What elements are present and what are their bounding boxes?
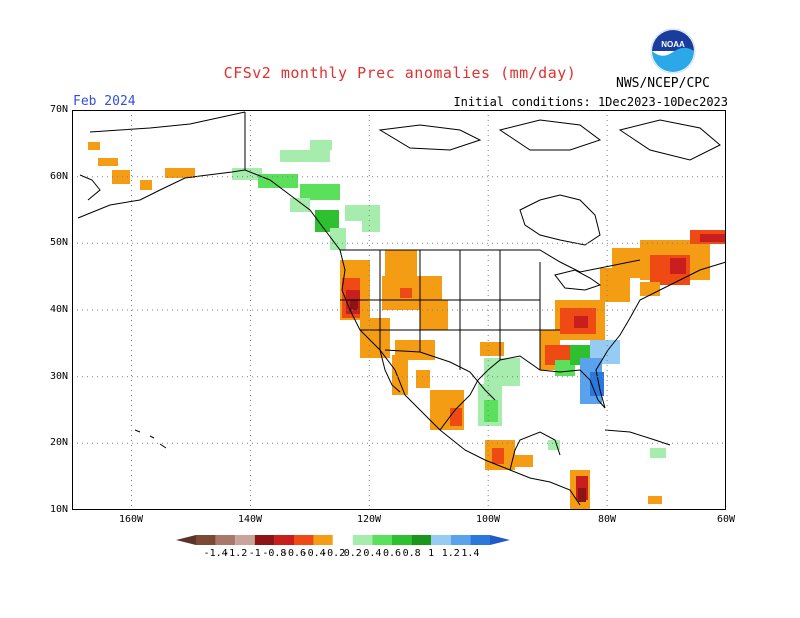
colorbar-tick-label: 0.2: [343, 548, 362, 559]
noaa-logo: NOAA: [650, 28, 696, 74]
colorbar-tick-label: 0.8: [402, 548, 421, 559]
colorbar-swatch: [431, 535, 451, 545]
lon-label-160w: 160W: [118, 514, 144, 525]
colorbar-swatch: [372, 535, 392, 545]
colorbar-swatch: [274, 535, 294, 545]
lat-label-50n: 50N: [49, 237, 68, 248]
colorbar-swatch: [215, 535, 236, 545]
colorbar-tick-label: 1: [428, 548, 435, 559]
agency-label: NWS/NCEP/CPC: [616, 76, 710, 91]
colorbar-tick-label: 1.2: [441, 548, 460, 559]
svg-text:NOAA: NOAA: [661, 40, 685, 49]
graticule: [72, 110, 726, 510]
colorbar-tick-label: -1.4: [203, 548, 228, 559]
lat-label-40n: 40N: [49, 304, 68, 315]
colorbar-tick-label: 0.4: [363, 548, 382, 559]
colorbar: [176, 534, 510, 546]
lon-label-100w: 100W: [475, 514, 501, 525]
initial-conditions: Initial conditions: 1Dec2023-10Dec2023: [453, 95, 728, 109]
colorbar-tick-label: -0.2: [321, 548, 346, 559]
colorbar-tick-label: -0.6: [281, 548, 307, 559]
colorbar-swatch: [411, 535, 432, 545]
colorbar-swatch: [332, 534, 354, 546]
colorbar-tick-label: 0.6: [382, 548, 402, 559]
lat-label-20n: 20N: [49, 437, 68, 448]
anomaly-fields: [88, 140, 726, 510]
map-frame: [72, 110, 726, 510]
lon-label-120w: 120W: [356, 514, 382, 525]
colorbar-swatch: [313, 535, 334, 545]
colorbar-tick-label: -0.4: [301, 548, 326, 559]
lat-label-10n: 10N: [49, 504, 68, 515]
colorbar-left-arrow: [176, 535, 196, 545]
colorbar-swatch: [470, 535, 490, 545]
colorbar-swatch: [392, 535, 412, 545]
lat-label-60n: 60N: [49, 171, 68, 182]
coastlines: [77, 111, 727, 506]
lat-label-70n: 70N: [49, 104, 68, 115]
colorbar-swatch: [235, 535, 255, 545]
colorbar-swatch: [450, 535, 471, 545]
colorbar-swatch: [294, 535, 314, 545]
map-title: CFSv2 monthly Prec anomalies (mm/day): [223, 64, 577, 82]
colorbar-swatch: [254, 535, 275, 545]
colorbar-tick-label: -1: [248, 548, 261, 559]
lon-label-140w: 140W: [237, 514, 263, 525]
forecast-month: Feb 2024: [73, 94, 136, 109]
colorbar-tick-label: -0.8: [262, 548, 287, 559]
colorbar-swatch: [352, 535, 373, 545]
lat-label-30n: 30N: [49, 371, 68, 382]
colorbar-right-arrow: [490, 535, 510, 545]
colorbar-tick-label: 1.4: [461, 548, 480, 559]
lon-label-60w: 60W: [716, 514, 736, 525]
colorbar-swatch: [196, 535, 216, 545]
lon-label-80w: 80W: [597, 514, 617, 525]
colorbar-tick-label: -1.2: [223, 548, 248, 559]
